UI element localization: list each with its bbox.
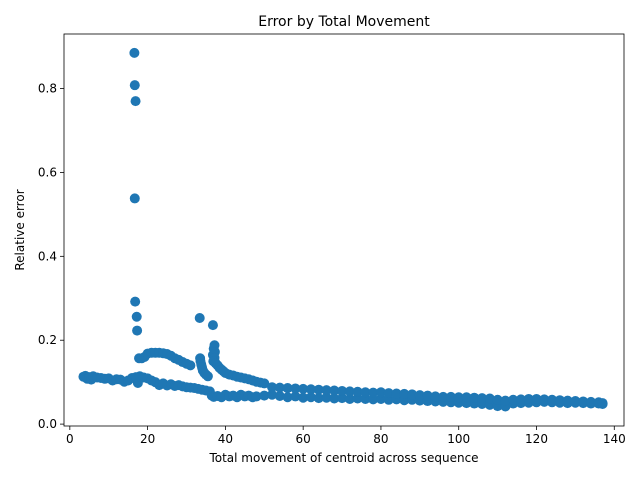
data-point (414, 390, 425, 401)
data-point (523, 393, 534, 404)
data-point (259, 378, 270, 389)
data-point (578, 396, 589, 407)
data-point (298, 392, 309, 403)
data-point (298, 383, 309, 394)
data-point (194, 312, 205, 323)
data-point (129, 80, 140, 91)
data-point (282, 392, 293, 403)
data-point (274, 391, 285, 402)
data-point (132, 325, 143, 336)
x-tick-label: 140 (603, 432, 626, 446)
y-tick-label: 0.2 (38, 333, 57, 347)
data-point (344, 393, 355, 404)
data-point (313, 393, 324, 404)
data-point (274, 382, 285, 393)
data-point (129, 193, 140, 204)
data-point (500, 395, 511, 406)
plot-area (78, 47, 608, 412)
x-tick-label: 40 (218, 432, 233, 446)
x-axis: 0 20 40 60 80 100 120 140 (66, 426, 626, 446)
x-tick-label: 0 (66, 432, 74, 446)
data-point (438, 391, 449, 402)
data-point (259, 390, 270, 401)
data-point (430, 391, 441, 402)
data-point (267, 382, 278, 393)
data-point (344, 386, 355, 397)
data-point (570, 396, 581, 407)
data-point (129, 47, 140, 58)
data-point (321, 392, 332, 403)
data-point (539, 394, 550, 405)
data-point (407, 389, 418, 400)
data-point (321, 385, 332, 396)
data-point (597, 398, 608, 409)
y-tick-label: 0.0 (38, 417, 57, 431)
data-point (531, 393, 542, 404)
data-point (290, 391, 301, 402)
data-point (484, 393, 495, 404)
data-point (422, 390, 433, 401)
y-tick-label: 0.6 (38, 165, 57, 179)
data-point (202, 371, 213, 382)
data-point (492, 394, 503, 405)
x-tick-label: 80 (373, 432, 388, 446)
data-point (337, 393, 348, 404)
data-point (461, 392, 472, 403)
data-point (329, 393, 340, 404)
data-point (445, 391, 456, 402)
data-point (547, 394, 558, 405)
data-point (267, 389, 278, 400)
data-point (383, 388, 394, 399)
data-point (515, 394, 526, 405)
x-axis-label: Total movement of centroid across sequen… (208, 451, 478, 465)
data-point (305, 392, 316, 403)
data-point (290, 383, 301, 394)
data-point (131, 311, 142, 322)
data-point (469, 392, 480, 403)
x-tick-label: 100 (447, 432, 470, 446)
y-tick-label: 0.4 (38, 249, 57, 263)
data-point (130, 296, 141, 307)
data-point (399, 388, 410, 399)
y-tick-label: 0.8 (38, 82, 57, 96)
data-point (130, 96, 141, 107)
y-axis: 0.0 0.2 0.4 0.6 0.8 (38, 82, 64, 431)
data-point (391, 388, 402, 399)
data-point (337, 385, 348, 396)
x-tick-label: 60 (296, 432, 311, 446)
data-point (585, 396, 596, 407)
data-point (375, 387, 386, 398)
data-point (562, 395, 573, 406)
data-point (282, 383, 293, 394)
data-point (352, 386, 363, 397)
data-point (185, 360, 196, 371)
axes-frame (63, 33, 625, 427)
data-point (251, 391, 262, 402)
x-tick-label: 20 (140, 432, 155, 446)
x-tick-label: 120 (525, 432, 548, 446)
data-point (477, 393, 488, 404)
data-point (368, 387, 379, 398)
data-point (329, 385, 340, 396)
data-point (360, 387, 371, 398)
data-point (313, 384, 324, 395)
data-point (207, 320, 218, 331)
data-point (453, 392, 464, 403)
data-point (554, 395, 565, 406)
chart-title: Error by Total Movement (258, 14, 430, 30)
y-axis-label: Relative error (13, 189, 27, 270)
data-point (305, 384, 316, 395)
data-point (508, 394, 519, 405)
